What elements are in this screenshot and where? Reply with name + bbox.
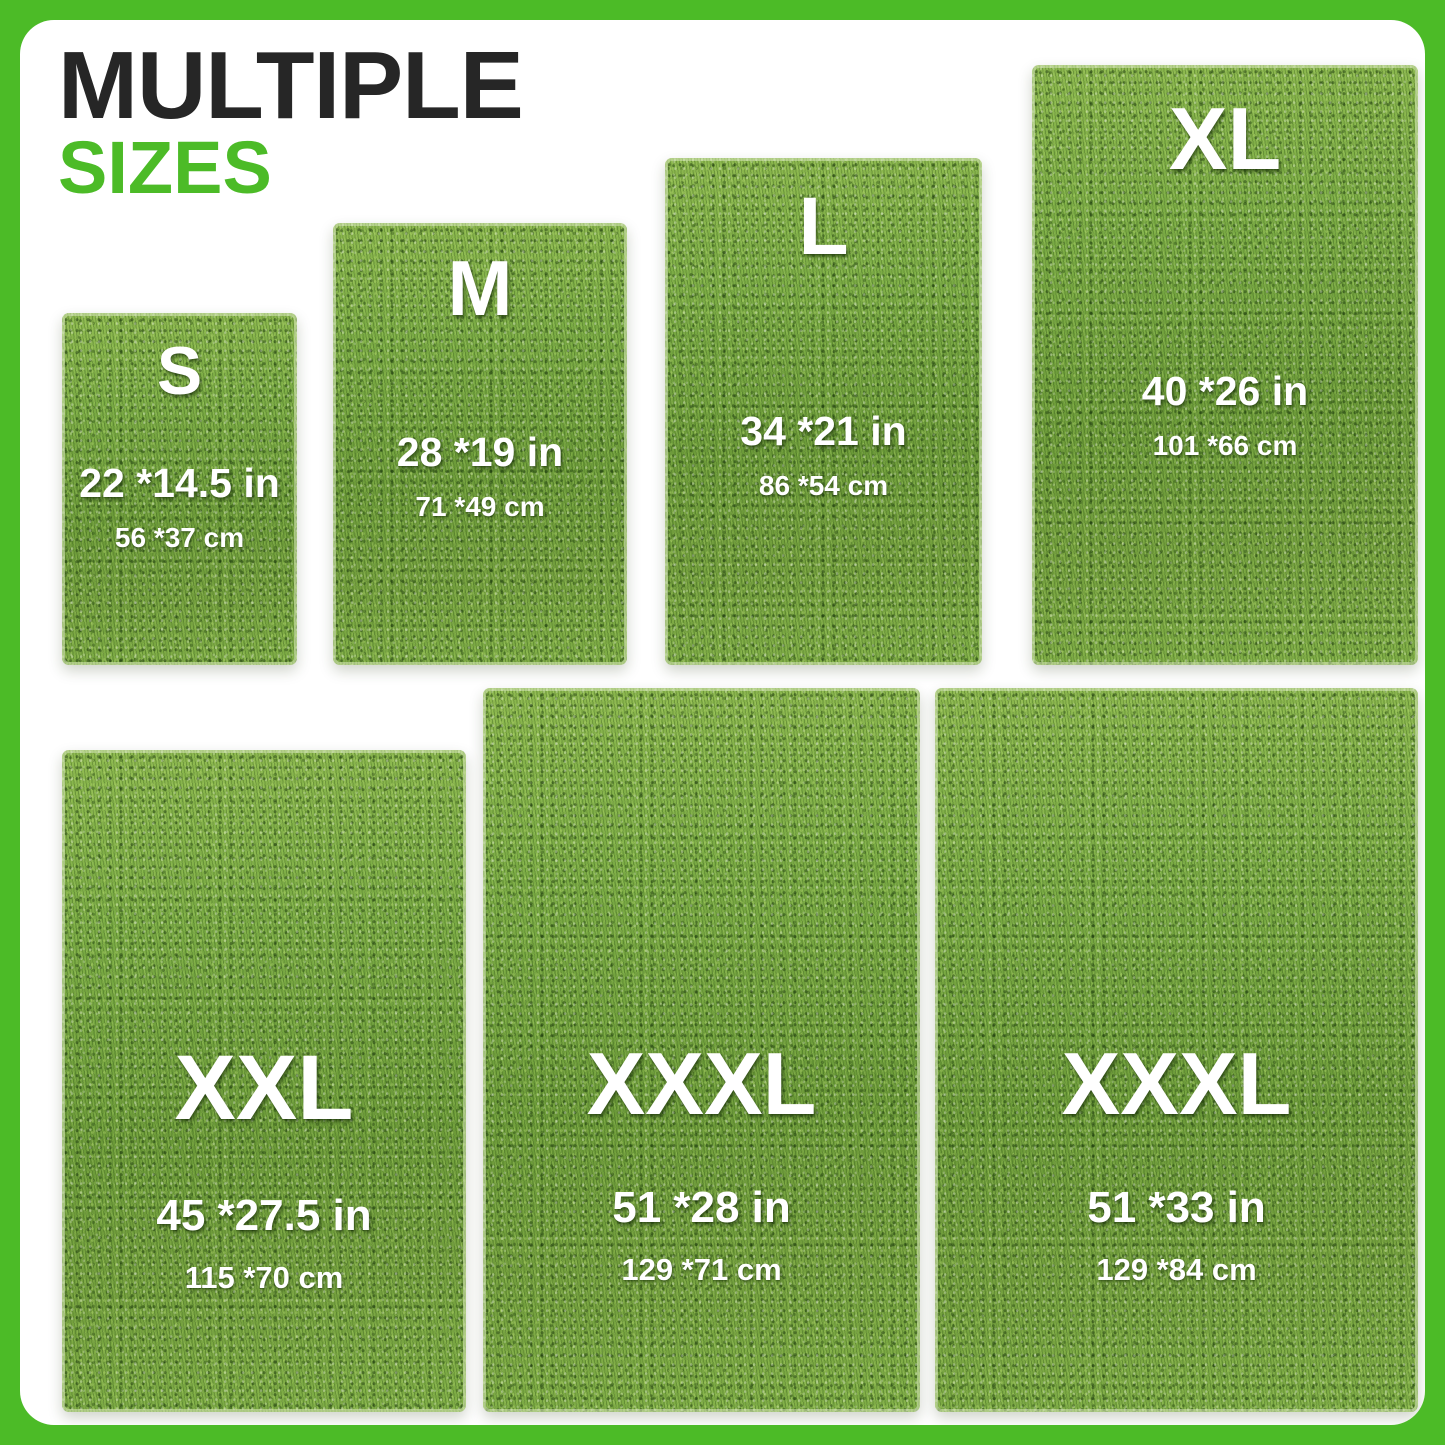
mat-dimensions-cm: 71 *49 cm [415, 491, 545, 522]
mat-size-letter: XXL [174, 1037, 354, 1139]
mat-size-letter: L [798, 181, 849, 272]
mat-size-letter: S [156, 333, 203, 409]
mat-size-letter: M [447, 244, 513, 332]
mat-size-letter: XXXL [586, 1034, 817, 1133]
mat-dimensions-inches: 45 *27.5 in [156, 1191, 372, 1240]
white-panel: MULTIPLE SIZES S 22 *14.5 in 56 *37 cm M… [20, 20, 1425, 1425]
mat-dimensions-inches: 28 *19 in [396, 429, 564, 475]
title-line-multiple: MULTIPLE [58, 32, 524, 139]
title-line-sizes: SIZES [58, 126, 272, 210]
mat-dimensions-cm: 101 *66 cm [1152, 430, 1298, 461]
mat-swatch-s[interactable]: S 22 *14.5 in 56 *37 cm [62, 313, 297, 665]
mat-dimensions-cm: 56 *37 cm [114, 522, 245, 553]
mat-swatch-xl[interactable]: XL 40 *26 in 101 *66 cm [1032, 65, 1418, 665]
mat-dimensions-inches: 51 *28 in [612, 1183, 791, 1232]
mat-size-letter: XXXL [1061, 1034, 1292, 1133]
mat-swatch-xxl[interactable]: XXL 45 *27.5 in 115 *70 cm [62, 750, 466, 1412]
mat-swatch-xxxl-51x33[interactable]: XXXL 51 *33 in 129 *84 cm [935, 688, 1418, 1412]
mat-dimensions-inches: 51 *33 in [1087, 1183, 1266, 1232]
mat-swatch-xxxl-51x28[interactable]: XXXL 51 *28 in 129 *71 cm [483, 688, 920, 1412]
mat-size-letter: XL [1168, 89, 1282, 188]
mat-dimensions-inches: 40 *26 in [1141, 368, 1309, 414]
mat-dimensions-inches: 22 *14.5 in [79, 460, 280, 506]
mat-dimensions-inches: 34 *21 in [740, 408, 907, 454]
mat-dimensions-cm: 115 *70 cm [184, 1260, 344, 1295]
mat-swatch-m[interactable]: M 28 *19 in 71 *49 cm [333, 223, 627, 665]
mat-dimensions-cm: 86 *54 cm [758, 470, 889, 501]
page-title: MULTIPLE SIZES [58, 32, 524, 210]
mat-dimensions-cm: 129 *84 cm [1096, 1252, 1257, 1287]
mat-swatch-l[interactable]: L 34 *21 in 86 *54 cm [665, 158, 982, 665]
mat-dimensions-cm: 129 *71 cm [621, 1252, 782, 1287]
